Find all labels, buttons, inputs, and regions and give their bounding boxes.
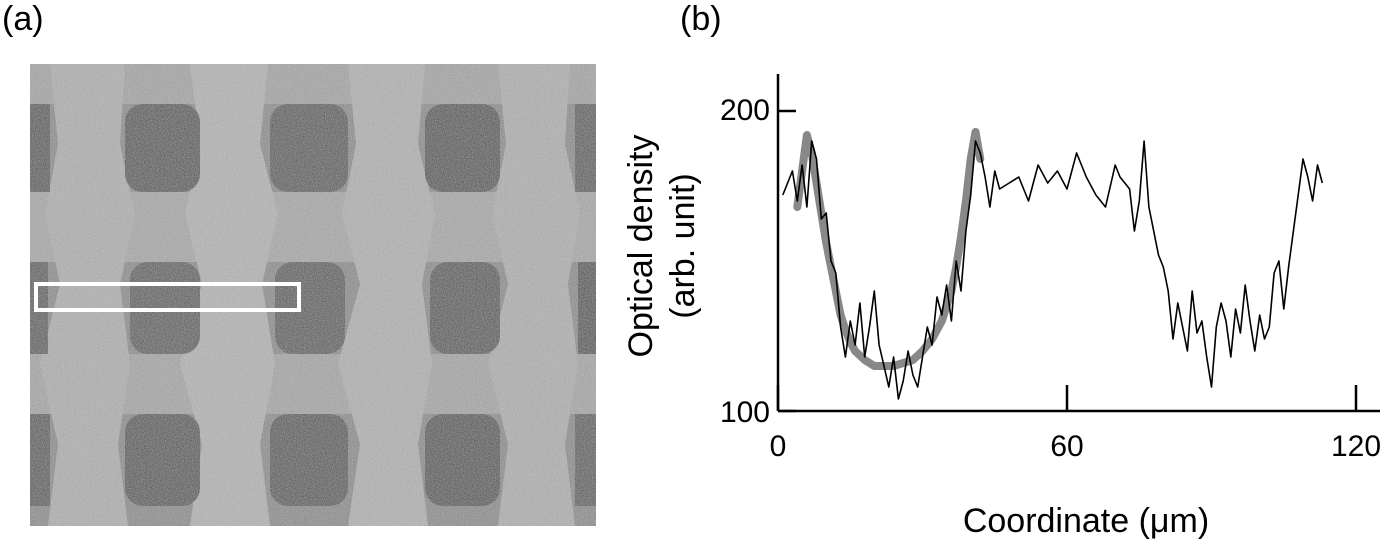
y-tick-label-100: 100 xyxy=(720,396,770,429)
x-axis-title: Coordinate (μm) xyxy=(963,502,1209,540)
x-tick-label-60: 60 xyxy=(1050,430,1083,463)
x-tick-label-120: 120 xyxy=(1331,430,1381,463)
plot-area xyxy=(776,74,1380,413)
micrograph-image xyxy=(30,64,596,526)
roi-rectangle xyxy=(34,282,301,312)
y-tick-label-200: 200 xyxy=(720,94,770,127)
y-axis-title-line1: Optical density xyxy=(622,135,660,358)
fit-curve xyxy=(793,128,985,370)
y-axis-title-line2: (arb. unit) xyxy=(664,173,702,319)
panel-label-b: (b) xyxy=(680,0,722,38)
optical-density-plot: 200 100 0 60 120 Coordinate (μm) Optical… xyxy=(622,74,1381,540)
x-tick-label-0: 0 xyxy=(770,430,787,463)
measured-profile-line xyxy=(782,140,1324,400)
panel-label-a: (a) xyxy=(2,0,44,38)
